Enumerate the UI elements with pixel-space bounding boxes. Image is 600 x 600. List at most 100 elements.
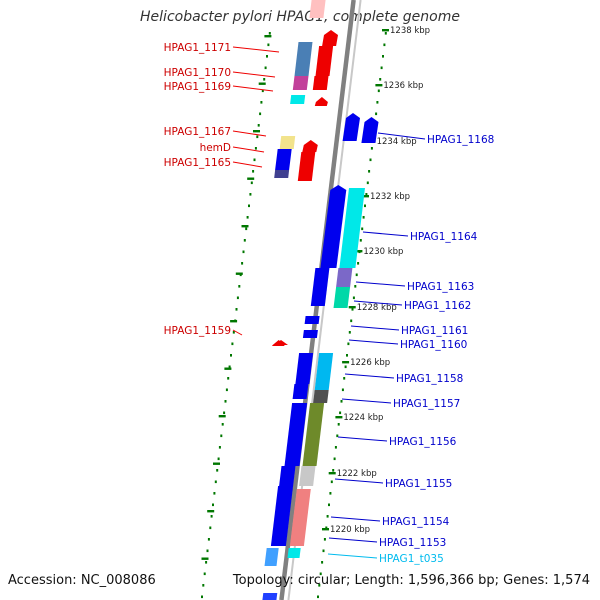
outer-ring-dot <box>370 147 373 150</box>
inner-ring-dot <box>263 78 266 81</box>
gene-label-right: HPAG1_t035 <box>379 553 444 565</box>
inner-ring-dot <box>241 262 244 265</box>
inner-ring-dot <box>250 181 253 185</box>
inner-ring-dot <box>218 446 221 449</box>
inner-ring-dot <box>266 55 268 58</box>
gene-label-right: HPAG1_1158 <box>396 373 463 385</box>
inner-ring-dot <box>248 204 250 208</box>
gene-label-right: HPAG1_1164 <box>410 231 478 243</box>
leader-line-right <box>334 478 384 484</box>
scale-label: 1224 kbp <box>343 413 383 423</box>
inner-ring-dot <box>236 296 239 300</box>
gene-block <box>294 42 313 76</box>
inner-ring-dot <box>213 492 216 495</box>
gene-block <box>339 188 365 268</box>
gene-block <box>302 140 318 152</box>
inner-ring-dot <box>207 538 210 541</box>
leader-line-left <box>232 329 243 336</box>
inner-ring-dot <box>203 572 206 576</box>
leader-line-right <box>362 231 409 237</box>
topology-text: Topology: circular; Length: 1,596,366 bp… <box>232 573 590 588</box>
scale-tick <box>348 306 356 309</box>
leader-line-left <box>232 85 274 92</box>
outer-ring-dot <box>348 331 351 334</box>
gene-block <box>289 489 311 546</box>
gene-label-right: HPAG1_1156 <box>389 436 457 448</box>
inner-ring-dot <box>238 285 241 288</box>
leader-line-left <box>232 130 267 137</box>
outer-ring-dot <box>325 526 328 530</box>
outer-ring-dot <box>341 388 344 392</box>
outer-ring-dot <box>383 43 386 47</box>
gene-label-right: HPAG1_1153 <box>379 537 446 549</box>
gene-label-left: HPAG1_1159 <box>164 325 231 337</box>
outer-ring-dot <box>350 319 353 323</box>
outer-ring-dot <box>347 342 350 346</box>
outer-ring-dot <box>332 469 335 472</box>
gene-block <box>279 466 296 486</box>
inner-ring-dot <box>254 147 257 150</box>
outer-ring-dot <box>328 503 330 507</box>
inner-ring-tick <box>241 225 249 228</box>
outer-ring-dot <box>346 354 348 357</box>
scale-label: 1226 kbp <box>350 358 390 368</box>
outer-ring-dot <box>336 434 339 438</box>
outer-ring-dot <box>337 423 340 426</box>
inner-ring-dot <box>268 32 271 35</box>
inner-ring-dot <box>257 124 260 127</box>
inner-ring-dot <box>206 549 209 553</box>
gene-block <box>333 287 351 308</box>
gene-block <box>313 390 329 403</box>
gene-block <box>304 316 320 324</box>
outer-ring-dot <box>334 446 337 449</box>
gene-block <box>287 548 301 558</box>
gene-block <box>302 330 318 338</box>
scale-tick <box>375 84 383 87</box>
gene-block <box>314 353 334 390</box>
outer-ring-dot <box>354 285 357 288</box>
leader-line-right <box>353 300 403 306</box>
outer-ring-dot <box>377 89 380 93</box>
inner-ring-dot <box>214 480 217 484</box>
inner-ring-dot <box>212 503 214 507</box>
inner-ring-dot <box>231 342 234 346</box>
outer-ring-dot <box>329 492 332 495</box>
inner-ring-dot <box>259 112 262 116</box>
leader-line-right <box>355 281 406 287</box>
leader-line-right <box>330 516 381 522</box>
inner-ring-tick <box>230 320 238 323</box>
leader-line-right <box>337 436 388 442</box>
inner-ring-tick <box>264 35 272 38</box>
gene-label-left: HPAG1_1167 <box>164 126 231 138</box>
outer-ring-dot <box>339 411 342 415</box>
gene-block <box>292 76 309 90</box>
leader-line-right <box>377 132 426 140</box>
scale-tick <box>335 416 343 419</box>
leader-line-right <box>348 339 399 345</box>
inner-ring-dot <box>217 457 220 461</box>
leader-line-right <box>344 373 395 379</box>
outer-ring-dot <box>321 561 324 564</box>
inner-ring-dot <box>246 216 249 219</box>
inner-ring-dot <box>201 595 203 599</box>
scale-tick <box>322 528 329 531</box>
gene-block <box>297 171 313 181</box>
gene-label-right: HPAG1_1160 <box>400 339 467 351</box>
gene-label-right: HPAG1_1154 <box>382 516 450 528</box>
outer-ring-dot <box>362 216 365 219</box>
inner-ring-tick <box>207 510 215 513</box>
gene-block <box>310 287 328 306</box>
outer-ring-dot <box>340 400 343 403</box>
inner-ring-tick <box>253 130 260 133</box>
inner-ring-dot <box>242 250 245 254</box>
accession-text: Accession: NC_008086 <box>8 573 156 588</box>
outer-ring-dot <box>379 78 382 81</box>
outer-ring-dot <box>355 273 358 277</box>
inner-ring-dot <box>243 239 246 242</box>
inner-ring-dot <box>210 515 213 518</box>
inner-ring-dot <box>221 423 224 426</box>
inner-ring-dot <box>256 135 259 139</box>
leader-line-right <box>328 537 378 543</box>
inner-ring-dot <box>202 584 205 587</box>
outer-ring-dot <box>351 308 354 311</box>
